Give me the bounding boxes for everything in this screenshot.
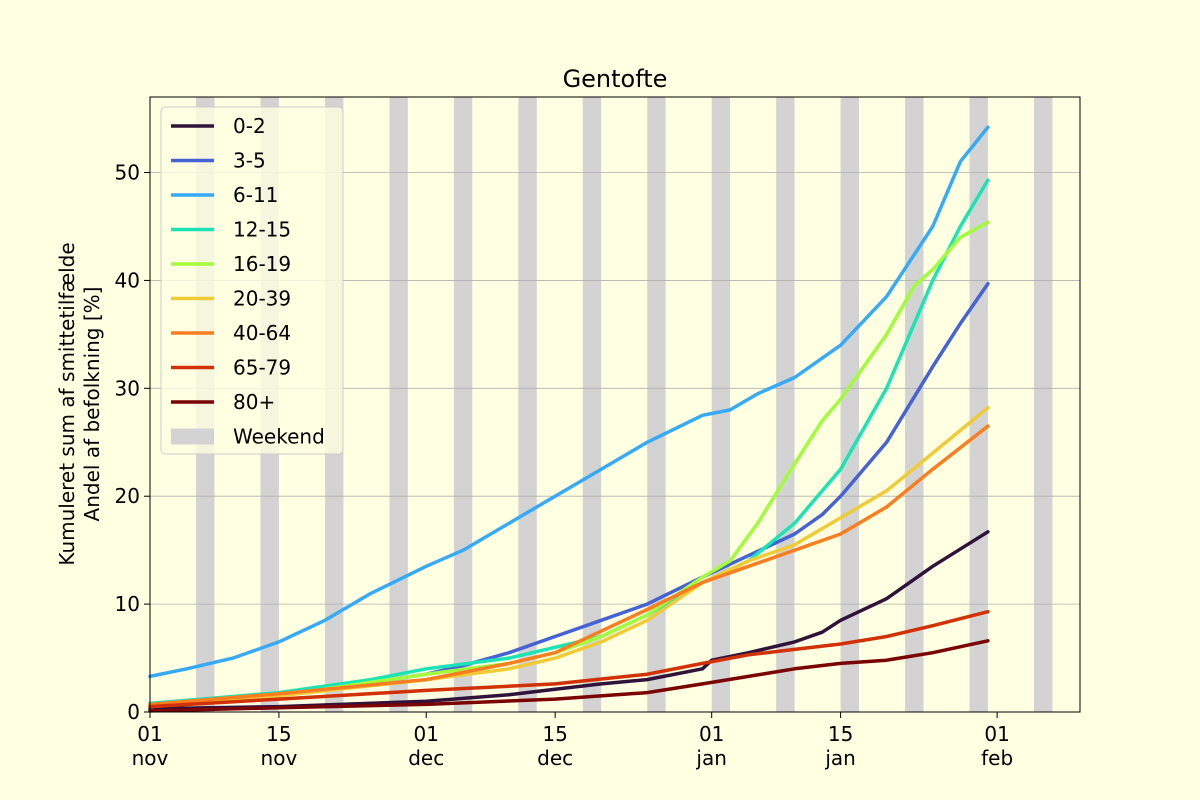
y-axis-label-line2: Andel af befolkning [%] — [80, 287, 104, 522]
y-tick-label: 10 — [115, 592, 140, 616]
weekend-band — [647, 97, 666, 712]
weekend-band — [389, 97, 408, 712]
weekend-band — [776, 97, 795, 712]
weekend-band — [840, 97, 860, 712]
legend-label: 80+ — [233, 390, 275, 414]
x-tick-label-day: 01 — [414, 722, 439, 746]
x-tick-label-month: dec — [408, 746, 444, 770]
x-tick-label-month: nov — [261, 746, 298, 770]
x-tick-label-month: nov — [132, 746, 169, 770]
legend-label: 20-39 — [233, 287, 291, 311]
y-axis: 0 10 20 30 40 50 — [115, 161, 150, 724]
y-axis-label: Kumuleret sum af smittetilfælde — [55, 242, 79, 565]
weekend-band — [1033, 97, 1053, 712]
series-line-65-79 — [148, 609, 990, 709]
y-tick-label: 40 — [115, 268, 140, 292]
legend-label: 40-64 — [233, 321, 291, 345]
weekend-band — [518, 97, 537, 712]
y-tick-label: 20 — [115, 484, 140, 508]
series-line-6-11 — [148, 125, 990, 679]
legend-label: 16-19 — [233, 252, 291, 276]
x-tick-label-day: 15 — [266, 722, 291, 746]
x-tick-label-day: 01 — [984, 722, 1009, 746]
legend-label: 6-11 — [233, 183, 278, 207]
legend-label: 12-15 — [233, 218, 291, 242]
plot-frame — [149, 96, 1081, 713]
legend-label: 65-79 — [233, 356, 291, 380]
x-tick-label-day: 01 — [137, 722, 162, 746]
weekend-band — [969, 97, 988, 712]
x-tick-label-month: dec — [537, 746, 573, 770]
x-tick-label-day: 15 — [542, 722, 567, 746]
x-tick-label-month: jan — [695, 746, 727, 770]
x-tick-label-month: feb — [981, 746, 1013, 770]
weekend-band — [582, 97, 602, 712]
legend-swatch-weekend — [171, 428, 214, 445]
x-tick-label-day: 15 — [828, 722, 853, 746]
y-axis-label-2: Andel af befolkning [%] — [80, 287, 104, 522]
y-tick-label: 50 — [115, 161, 140, 185]
legend-label: 0-2 — [233, 114, 266, 138]
legend: 0-2 3-5 6-11 12-15 16-19 20-39 40-64 65-79 80+ We… — [160, 106, 344, 455]
y-axis-label-line1: Kumuleret sum af smittetilfælde — [55, 242, 79, 565]
legend-label: Weekend — [233, 425, 325, 449]
series-lines — [148, 125, 990, 713]
x-tick-label-day: 01 — [699, 722, 724, 746]
series-line-40-64 — [148, 424, 990, 707]
y-tick-label: 0 — [127, 700, 140, 724]
series-line-0-2 — [148, 530, 990, 711]
weekend-band — [905, 97, 924, 712]
y-tick-label: 30 — [115, 376, 140, 400]
chart-title: Gentofte — [563, 65, 668, 93]
series-line-80+ — [148, 639, 990, 713]
weekend-band — [711, 97, 731, 712]
x-tick-label-month: jan — [824, 746, 856, 770]
weekend-band — [453, 97, 473, 712]
legend-label: 3-5 — [233, 149, 266, 173]
